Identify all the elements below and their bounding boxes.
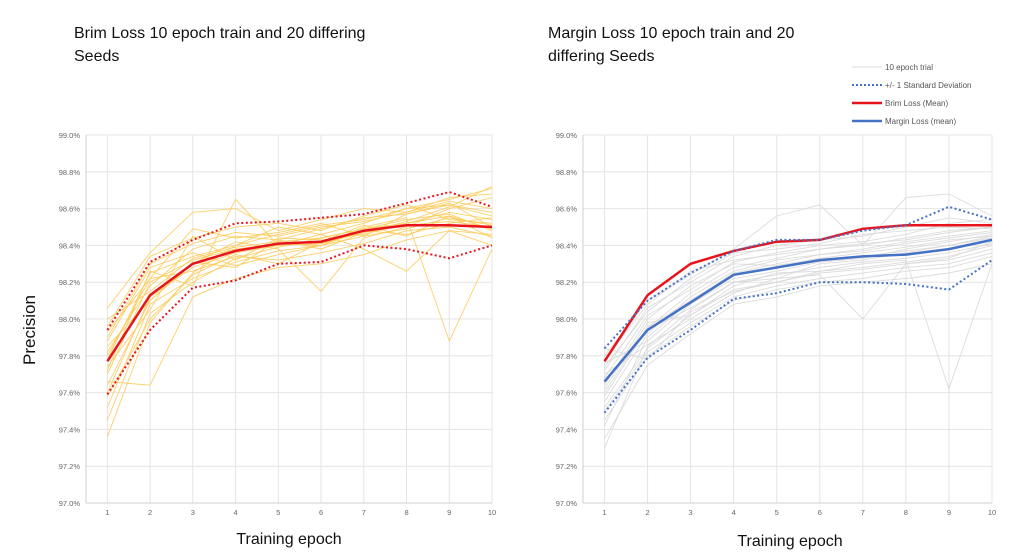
y-tick-label: 97.8% <box>556 352 578 361</box>
y-tick-label: 98.0% <box>556 315 578 324</box>
y-tick-label: 97.4% <box>59 425 81 434</box>
trial-line <box>604 243 993 382</box>
legend-item-std: +/- 1 Standard Deviation <box>852 76 1022 94</box>
legend-label-std: +/- 1 Standard Deviation <box>885 80 972 90</box>
x-tick-label: 10 <box>488 508 496 517</box>
y-tick-label: 97.6% <box>556 389 578 398</box>
legend-label-trial: 10 epoch trial <box>885 62 934 72</box>
y-tick-label: 98.2% <box>556 278 578 287</box>
x-tick-label: 10 <box>988 508 996 517</box>
trial-line <box>107 197 493 347</box>
trial-line <box>107 215 493 368</box>
y-tick-label: 98.8% <box>59 168 81 177</box>
y-tick-label: 99.0% <box>556 131 578 140</box>
margin-mean-line <box>603 238 993 383</box>
x-tick-label: 7 <box>362 508 366 517</box>
legend-item-trial: 10 epoch trial <box>852 58 1022 76</box>
legend-label-brim: Brim Loss (Mean) <box>885 98 949 108</box>
trial-line <box>107 204 493 327</box>
trial-line <box>107 202 493 357</box>
chart-title-right: Margin Loss 10 epoch train and 20 differ… <box>548 25 795 65</box>
legend-swatch-margin <box>852 119 882 123</box>
x-tick-label: 1 <box>602 508 606 517</box>
y-tick-label: 98.8% <box>556 168 578 177</box>
x-tick-label: 9 <box>447 508 451 517</box>
trial-line <box>604 233 993 364</box>
y-tick-label: 97.0% <box>556 499 578 508</box>
x-tick-label: 4 <box>233 508 237 517</box>
legend-label-margin: Margin Loss (mean) <box>885 116 957 126</box>
y-tick-label: 97.8% <box>59 352 81 361</box>
x-tick-label: 9 <box>947 508 951 517</box>
x-tick-label: 4 <box>732 508 736 517</box>
std-deviation-line <box>603 205 993 350</box>
trial-line <box>107 217 493 343</box>
y-tick-label: 98.4% <box>59 241 81 250</box>
legend-swatch-std <box>852 84 882 86</box>
trial-line <box>106 186 493 386</box>
y-tick-label: 97.2% <box>556 462 578 471</box>
x-axis-label-left: Training epoch <box>236 531 342 548</box>
x-tick-label: 5 <box>775 508 779 517</box>
legend-swatch-trial <box>852 66 882 68</box>
y-tick-label: 97.2% <box>59 462 81 471</box>
x-tick-label: 1 <box>105 508 109 517</box>
y-tick-label: 97.4% <box>556 425 578 434</box>
std-deviation-line <box>603 259 993 414</box>
chart-title-left: Brim Loss 10 epoch train and 20 differin… <box>74 25 366 65</box>
y-tick-label: 98.6% <box>556 205 578 214</box>
y-tick-label: 98.2% <box>59 278 81 287</box>
legend-swatch-brim <box>852 101 882 105</box>
x-axis-label-right: Training epoch <box>737 533 843 550</box>
x-tick-label: 3 <box>191 508 195 517</box>
legend-item-brim: Brim Loss (Mean) <box>852 94 1022 112</box>
brim-mean-line <box>106 223 493 362</box>
trial-line <box>107 193 493 309</box>
trial-line <box>604 255 993 421</box>
legend: 10 epoch trial +/- 1 Standard Deviation … <box>852 58 1022 130</box>
x-tick-label: 7 <box>861 508 865 517</box>
trial-line <box>107 204 493 353</box>
trial-line <box>107 230 493 386</box>
y-tick-label: 98.0% <box>59 315 81 324</box>
x-tick-label: 2 <box>645 508 649 517</box>
y-tick-label: 99.0% <box>59 131 81 140</box>
legend-item-margin: Margin Loss (mean) <box>852 112 1022 130</box>
x-tick-label: 6 <box>319 508 323 517</box>
std-deviation-line <box>106 244 493 395</box>
std-deviation-line <box>106 190 493 331</box>
x-tick-label: 3 <box>689 508 693 517</box>
y-tick-label: 97.6% <box>59 389 81 398</box>
trial-line <box>604 244 993 361</box>
trial-line <box>604 235 993 386</box>
trial-line <box>106 187 493 360</box>
y-tick-label: 98.6% <box>59 205 81 214</box>
y-tick-label: 97.0% <box>59 499 81 508</box>
y-tick-label: 98.4% <box>556 241 578 250</box>
x-tick-label: 6 <box>818 508 822 517</box>
trial-line <box>604 248 993 408</box>
x-tick-label: 8 <box>404 508 408 517</box>
trial-line <box>604 252 993 412</box>
trial-line <box>604 226 993 397</box>
trial-line <box>604 263 993 439</box>
x-tick-label: 2 <box>148 508 152 517</box>
x-tick-label: 5 <box>276 508 280 517</box>
trial-line <box>604 226 993 360</box>
trial-line <box>604 226 993 368</box>
x-tick-label: 8 <box>904 508 908 517</box>
